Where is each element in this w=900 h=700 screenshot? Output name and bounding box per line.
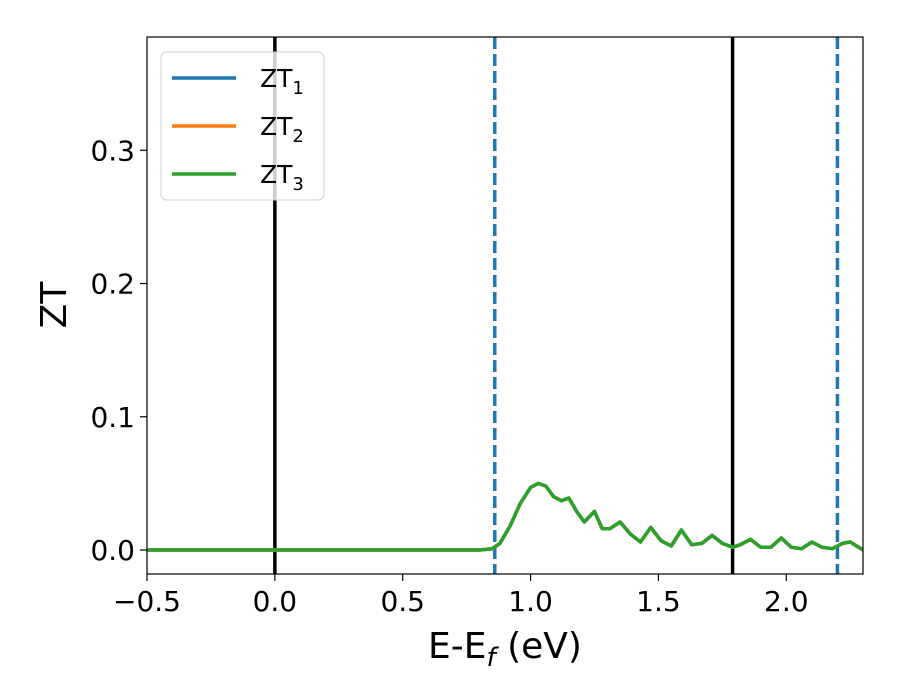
legend-label-zt2: ZT2 — [260, 112, 304, 147]
x-tick-label: 2.0 — [764, 585, 809, 618]
y-tick-label: 0.2 — [90, 268, 135, 301]
plot-frame — [146, 36, 864, 575]
legend-label-zt3: ZT3 — [260, 160, 304, 195]
legend-frame — [160, 51, 325, 201]
x-axis-ticks: −0.5 0.0 0.5 1.0 1.5 2.0 — [113, 574, 809, 618]
y-axis-ticks: 0.0 0.1 0.2 0.3 — [90, 134, 147, 567]
series-line-zt3 — [147, 481, 863, 552]
y-tick-label: 0.3 — [90, 134, 135, 167]
y-tick-label: 0.1 — [90, 401, 135, 434]
y-tick-label: 0.0 — [90, 534, 135, 567]
legend-label-zt1: ZT1 — [260, 64, 304, 99]
x-axis-title: E-Ef (eV) — [428, 626, 582, 673]
x-tick-label: 0.0 — [253, 585, 298, 618]
y-axis-title: ZT — [34, 281, 75, 329]
x-tick-label: 0.5 — [380, 585, 425, 618]
legend: ZT1 ZT2 ZT3 — [160, 51, 325, 201]
x-tick-label: −0.5 — [113, 585, 181, 618]
series-lines — [147, 481, 863, 552]
x-tick-label: 1.0 — [508, 585, 553, 618]
x-tick-label: 1.5 — [636, 585, 681, 618]
